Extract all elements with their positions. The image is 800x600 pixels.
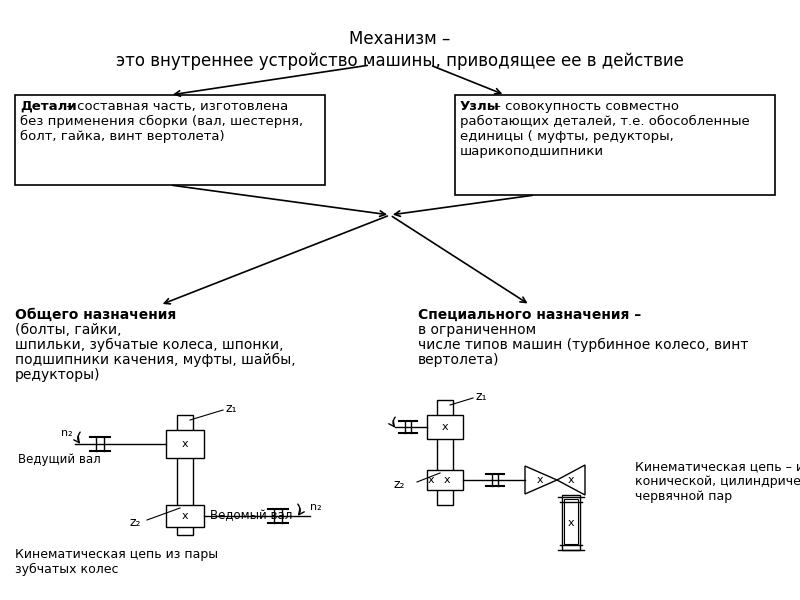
Text: – совокупность совместно: – совокупность совместно	[490, 100, 679, 113]
Text: числе типов машин (турбинное колесо, винт: числе типов машин (турбинное колесо, вин…	[418, 338, 748, 352]
Text: x: x	[444, 475, 450, 485]
Text: в ограниченном: в ограниченном	[418, 323, 536, 337]
Text: x: x	[428, 475, 434, 485]
Text: вертолета): вертолета)	[418, 353, 499, 367]
Bar	[455, 95, 775, 195]
Text: без применения сборки (вал, шестерня,: без применения сборки (вал, шестерня,	[20, 115, 303, 128]
Bar	[437, 400, 453, 505]
Text: шарикоподшипники: шарикоподшипники	[460, 145, 604, 158]
Text: (болты, гайки,: (болты, гайки,	[15, 323, 122, 337]
Text: x: x	[568, 475, 574, 485]
Text: шпильки, зубчатые колеса, шпонки,: шпильки, зубчатые колеса, шпонки,	[15, 338, 283, 352]
Text: Узлы: Узлы	[460, 100, 500, 113]
Text: Механизм –: Механизм –	[350, 30, 450, 48]
Text: Специального назначения –: Специального назначения –	[418, 308, 642, 322]
Text: x: x	[537, 475, 543, 485]
Text: z₁: z₁	[475, 389, 486, 403]
Text: x: x	[182, 439, 188, 449]
Text: z₁: z₁	[225, 401, 237, 415]
Bar	[564, 499, 578, 544]
Bar	[427, 470, 463, 490]
Text: редукторы): редукторы)	[15, 368, 101, 382]
Text: – составная часть, изготовлена: – составная часть, изготовлена	[62, 100, 288, 113]
Polygon shape	[525, 466, 557, 494]
Text: работающих деталей, т.е. обособленные: работающих деталей, т.е. обособленные	[460, 115, 750, 128]
Text: единицы ( муфты, редукторы,: единицы ( муфты, редукторы,	[460, 130, 674, 143]
Text: Детали: Детали	[20, 100, 77, 113]
Text: Ведомый вал: Ведомый вал	[210, 509, 292, 523]
Text: z₂: z₂	[130, 515, 141, 529]
Text: подшипники качения, муфты, шайбы,: подшипники качения, муфты, шайбы,	[15, 353, 296, 367]
Text: Общего назначения: Общего назначения	[15, 308, 176, 322]
Text: Кинематическая цепь – из
конической, цилиндрической и
червячной пар: Кинематическая цепь – из конической, цил…	[635, 460, 800, 503]
Text: это внутреннее устройство машины, приводящее ее в действие: это внутреннее устройство машины, привод…	[116, 52, 684, 70]
Bar	[562, 495, 580, 550]
Bar	[427, 415, 463, 439]
Text: z₂: z₂	[394, 479, 405, 491]
Text: болт, гайка, винт вертолета): болт, гайка, винт вертолета)	[20, 130, 225, 143]
Bar	[177, 415, 193, 535]
Text: x: x	[568, 518, 574, 528]
Text: Кинематическая цепь из пары
зубчатых колес: Кинематическая цепь из пары зубчатых кол…	[15, 548, 218, 576]
Bar	[166, 430, 204, 458]
Bar	[15, 95, 325, 185]
Bar	[166, 505, 204, 527]
Text: x: x	[182, 511, 188, 521]
Text: n₂: n₂	[61, 428, 73, 438]
Text: x: x	[442, 422, 448, 432]
Polygon shape	[557, 465, 585, 495]
Text: n₂: n₂	[310, 502, 322, 512]
Text: Ведущий вал: Ведущий вал	[18, 454, 101, 467]
